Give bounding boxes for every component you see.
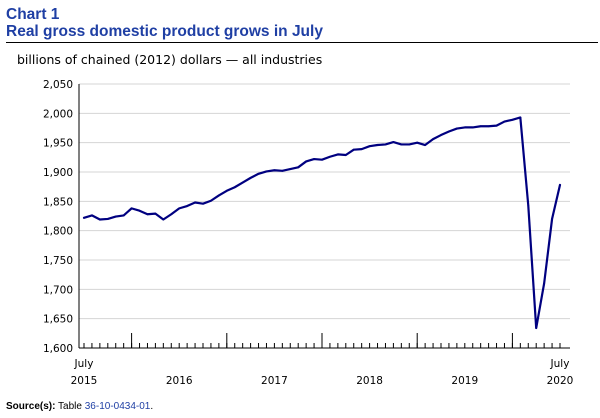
chart-label: Chart 1 bbox=[6, 6, 60, 23]
y-tick-label: 1,650 bbox=[43, 314, 73, 326]
x-tick-label: 2017 bbox=[261, 375, 288, 387]
data-point bbox=[106, 218, 109, 220]
data-point bbox=[352, 148, 355, 151]
x-tick-label: 2020 bbox=[547, 375, 574, 387]
data-point bbox=[543, 282, 546, 285]
data-point bbox=[217, 194, 220, 197]
data-point bbox=[336, 153, 339, 156]
data-point bbox=[162, 218, 165, 221]
x-tick-label: July bbox=[74, 358, 94, 370]
x-tick-label: July bbox=[550, 358, 570, 370]
data-point bbox=[194, 201, 196, 204]
data-point bbox=[130, 207, 133, 210]
data-point bbox=[138, 209, 141, 212]
series-group bbox=[82, 116, 562, 330]
data-point bbox=[297, 166, 300, 169]
y-axis-unit-label: billions of chained (2012) dollars — all… bbox=[17, 52, 323, 67]
title-rule bbox=[6, 42, 598, 43]
y-tick-label: 1,900 bbox=[43, 167, 73, 179]
data-point bbox=[344, 154, 347, 156]
source-note: Source(s): Table 36-10-0434-01. bbox=[6, 401, 153, 412]
data-point bbox=[178, 207, 181, 210]
y-tick-label: 1,750 bbox=[43, 255, 73, 267]
y-tick-label: 1,850 bbox=[43, 196, 73, 208]
data-point bbox=[400, 143, 403, 146]
data-point bbox=[321, 158, 323, 161]
data-point bbox=[463, 126, 466, 129]
data-point bbox=[313, 158, 315, 160]
y-axis-ticks: 1,600 1,650 1,700 1,750 1,800 1,850 1,900 1,950… bbox=[43, 79, 73, 355]
gridlines bbox=[79, 83, 570, 320]
data-point bbox=[241, 181, 244, 184]
data-point bbox=[289, 168, 292, 170]
data-point bbox=[424, 144, 427, 146]
data-point bbox=[495, 124, 498, 127]
data-point bbox=[186, 205, 189, 207]
data-point bbox=[487, 125, 490, 128]
data-point bbox=[503, 120, 506, 123]
y-tick-label: 1,950 bbox=[43, 138, 73, 150]
data-point bbox=[154, 212, 157, 215]
data-point bbox=[408, 143, 411, 146]
data-point bbox=[432, 138, 434, 141]
series-line bbox=[82, 116, 562, 330]
x-tick-label: 2019 bbox=[451, 375, 478, 387]
data-point bbox=[448, 130, 450, 133]
source-suffix: . bbox=[150, 401, 154, 412]
source-label: Source(s): bbox=[6, 401, 56, 412]
data-point bbox=[519, 116, 522, 119]
data-point bbox=[455, 127, 458, 130]
x-tick-label: 2018 bbox=[356, 375, 383, 387]
y-tick-label: 1,600 bbox=[43, 343, 73, 355]
data-point bbox=[527, 204, 530, 207]
data-point bbox=[360, 148, 363, 151]
data-point bbox=[114, 215, 117, 218]
data-point bbox=[281, 169, 284, 172]
data-point bbox=[225, 189, 228, 192]
data-point bbox=[535, 327, 538, 329]
data-point bbox=[249, 176, 252, 179]
y-tick-label: 2,000 bbox=[43, 108, 73, 120]
data-point bbox=[440, 134, 442, 136]
data-point bbox=[479, 125, 482, 128]
data-point bbox=[146, 213, 149, 216]
data-point bbox=[511, 118, 514, 121]
x-tick-label: 2016 bbox=[166, 375, 193, 387]
data-point bbox=[210, 199, 212, 202]
data-point bbox=[265, 170, 268, 173]
axes bbox=[78, 84, 570, 349]
chart-title: Real gross domestic product grows in Jul… bbox=[6, 23, 323, 40]
data-point bbox=[83, 216, 85, 219]
data-point bbox=[559, 184, 561, 186]
y-tick-label: 1,800 bbox=[43, 226, 73, 238]
data-point bbox=[384, 143, 387, 146]
x-tick-label: 2015 bbox=[71, 375, 98, 387]
data-point bbox=[233, 186, 236, 189]
data-point bbox=[170, 213, 173, 216]
data-point bbox=[98, 218, 101, 221]
y-tick-label: 2,050 bbox=[43, 79, 73, 91]
data-point bbox=[392, 141, 395, 143]
data-point bbox=[471, 126, 474, 129]
x-axis-ticks bbox=[83, 333, 561, 348]
x-axis-labels: July 2015 2016 2017 2018 2019 July 2020 bbox=[71, 358, 574, 387]
data-point bbox=[376, 144, 379, 146]
data-point bbox=[273, 169, 276, 172]
data-point bbox=[122, 214, 125, 217]
source-text: Table bbox=[55, 401, 85, 412]
data-point bbox=[416, 141, 419, 144]
data-point bbox=[91, 214, 93, 217]
y-tick-label: 1,700 bbox=[43, 284, 73, 296]
data-point bbox=[329, 155, 331, 158]
data-point bbox=[305, 160, 308, 163]
data-point bbox=[368, 145, 371, 148]
data-point bbox=[551, 218, 553, 220]
data-point bbox=[257, 172, 260, 175]
source-table-link[interactable]: 36-10-0434-01 bbox=[84, 401, 151, 412]
data-point bbox=[202, 202, 204, 205]
